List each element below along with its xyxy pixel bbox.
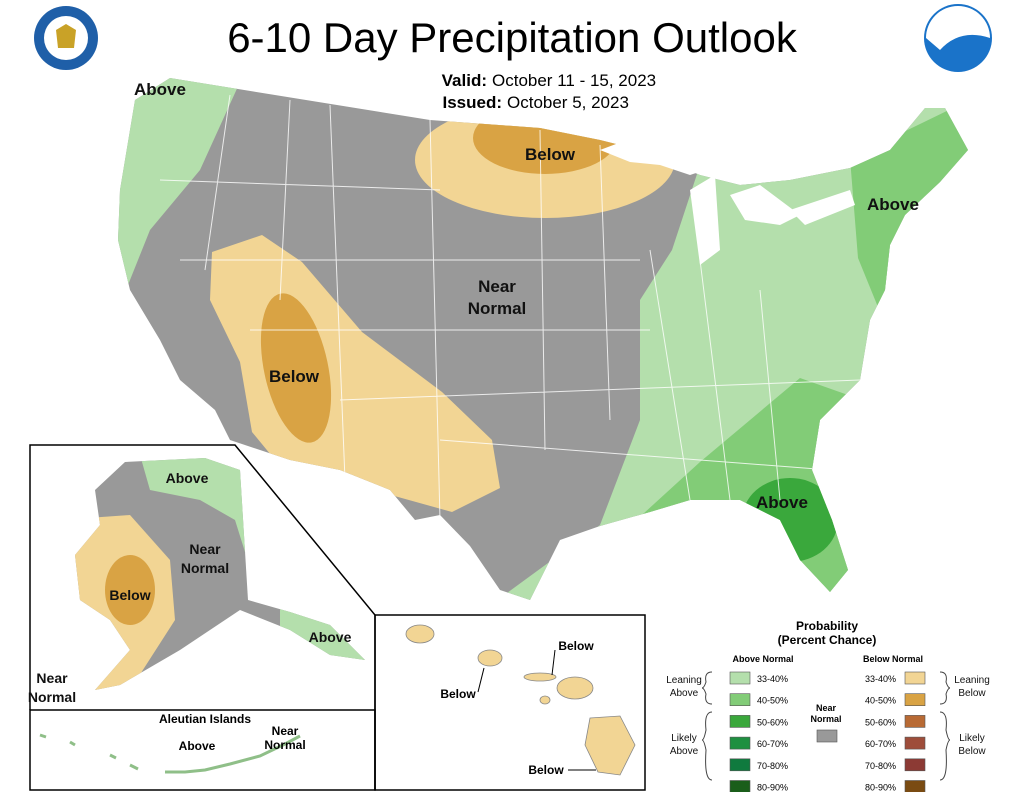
noaa-logo: NOAA [924, 4, 992, 72]
region-label: Above [166, 470, 209, 486]
legend-swatch [904, 693, 926, 707]
legend-swatch [729, 780, 751, 792]
title: 6-10 Day Precipitation Outlook [227, 14, 798, 61]
svg-text:NOAA: NOAA [943, 14, 972, 25]
pointer [551, 649, 556, 676]
legend-group: Leaning [666, 675, 702, 686]
legend-group: Likely [671, 733, 697, 744]
doc-seal [34, 6, 98, 70]
region-label: Below [558, 639, 594, 653]
legend-header: Above Normal [732, 654, 793, 664]
legend-brace [701, 671, 951, 781]
hawaii-frame [374, 614, 646, 791]
region-label: Below [109, 587, 150, 603]
region-label: Near [478, 277, 516, 296]
legend-swatch [816, 729, 838, 743]
region-label: Below [269, 367, 320, 386]
region-label: Above [756, 493, 808, 512]
legend-title: Probability [796, 619, 858, 633]
legend-swatch [904, 736, 926, 750]
legend-group: Likely [959, 733, 985, 744]
legend-swatch [729, 693, 751, 707]
legend-swatch [729, 736, 751, 750]
region-label: Above [309, 629, 352, 645]
legend-group: Above [670, 688, 699, 699]
legend-swatch [904, 758, 926, 772]
legend-swatch [729, 758, 751, 772]
legend-label: 40-50% [757, 696, 788, 706]
legend-group: Below [958, 688, 986, 699]
legend-label: 40-50% [865, 696, 896, 706]
valid-date: October 11 - 15, 2023 [492, 71, 656, 90]
region-label: Normal [468, 299, 527, 318]
region-label: Normal [28, 689, 76, 705]
region-label: Below [525, 145, 576, 164]
legend-swatch [729, 671, 751, 685]
great-lakes [600, 130, 855, 265]
legend-label: 80-90% [757, 783, 788, 792]
aleutian-title: Aleutian Islands [159, 712, 251, 726]
region-label: Below [528, 763, 564, 777]
region-label: Below [440, 687, 476, 701]
legend-label: 70-80% [757, 761, 788, 771]
region-label: Near [189, 541, 221, 557]
legend-near: Normal [810, 714, 841, 724]
legend-swatch [904, 715, 926, 728]
issued-label: Issued: [442, 93, 502, 112]
aleutian-islands [39, 733, 301, 774]
legend-label: 33-40% [865, 674, 896, 684]
pointer [477, 667, 485, 693]
region-label: Near [36, 670, 68, 686]
issued-date: October 5, 2023 [507, 93, 629, 112]
legend-group: Leaning [954, 675, 990, 686]
legend-group: Below [958, 746, 986, 757]
legend-label: 70-80% [865, 761, 896, 771]
hawaii-islands [405, 624, 636, 776]
legend: Probability (Percent Chance) Above Norma… [666, 619, 990, 792]
valid-label: Valid: [442, 71, 487, 90]
legend-near: Near [816, 703, 837, 713]
region-label: Normal [264, 738, 305, 752]
legend-subtitle: (Percent Chance) [778, 633, 877, 647]
legend-group: Above [670, 746, 699, 757]
legend-label: 50-60% [757, 717, 788, 727]
legend-swatch [904, 780, 926, 792]
legend-label: 33-40% [757, 674, 788, 684]
legend-label: 60-70% [865, 739, 896, 749]
legend-swatch [729, 715, 751, 728]
legend-label: 60-70% [757, 739, 788, 749]
region-label: Normal [181, 560, 229, 576]
legend-header: Below Normal [863, 654, 923, 664]
legend-swatch [904, 671, 926, 685]
region-label: Above [867, 195, 919, 214]
legend-label: 80-90% [865, 783, 896, 792]
region-label: Above [134, 80, 186, 99]
legend-label: 50-60% [865, 717, 896, 727]
region-label: Near [272, 724, 299, 738]
region-label: Above [179, 739, 216, 753]
